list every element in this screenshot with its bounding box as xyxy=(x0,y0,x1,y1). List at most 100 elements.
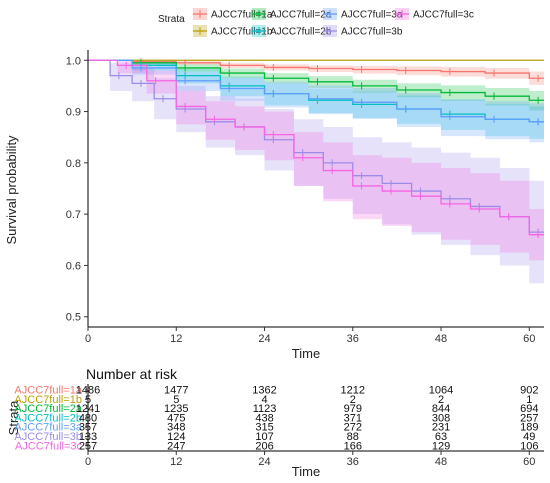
risk-row-3c: AJCC7full=3c257247206166129106 xyxy=(15,440,538,452)
axes: 0 12 24 36 48 60 0.5 0.6 0.7 0.8 0.9 1.0 xyxy=(66,50,544,345)
risk-row-label: AJCC7full=3b xyxy=(14,431,82,443)
risk-count: 189 xyxy=(520,422,538,434)
risk-count: 107 xyxy=(255,431,273,443)
risk-row-1a: AJCC7full=1a14861477136212121064902 xyxy=(14,385,538,397)
risk-table-rows: AJCC7full=1a14861477136212121064902AJCC7… xyxy=(14,385,538,453)
risk-count: 308 xyxy=(432,412,450,424)
risk-count: 257 xyxy=(520,412,538,424)
risk-row-label: AJCC7full=2a xyxy=(14,403,82,415)
risk-count: 902 xyxy=(520,385,538,397)
risk-count: 247 xyxy=(167,440,185,452)
risk-x-tick-label: 60 xyxy=(523,456,535,468)
risk-count: 231 xyxy=(432,422,450,434)
legend-item-1a: AJCC7full=1a xyxy=(193,8,273,21)
risk-row-label: AJCC7full=3c xyxy=(15,440,82,452)
x-tick-label: 36 xyxy=(347,333,359,345)
legend-label: AJCC7full=2b xyxy=(270,27,332,38)
risk-row-label: AJCC7full=3a xyxy=(14,422,82,434)
y-tick-label: 0.6 xyxy=(66,260,81,272)
risk-row-label: AJCC7full=1a xyxy=(14,385,82,397)
band-1a xyxy=(88,60,544,85)
risk-count: 371 xyxy=(344,412,362,424)
legend-title: Strata xyxy=(158,14,185,25)
x-tick-label: 12 xyxy=(170,333,182,345)
band-3c xyxy=(88,60,544,261)
y-tick-label: 0.5 xyxy=(66,312,81,324)
legend-label: AJCC7full=3a xyxy=(341,10,403,21)
band-2b xyxy=(88,60,544,139)
y-tick-label: 0.7 xyxy=(66,209,81,221)
risk-count: 1212 xyxy=(341,385,365,397)
risk-count: 438 xyxy=(255,412,273,424)
legend-item-2a: AJCC7full=2a xyxy=(252,8,332,21)
risk-count: 1362 xyxy=(252,385,276,397)
legend-label: AJCC7full=3c xyxy=(413,10,474,21)
risk-count: 106 xyxy=(520,440,538,452)
band-3b xyxy=(88,60,544,284)
legend-label: AJCC7full=3b xyxy=(341,27,403,38)
legend-label: AJCC7full=1a xyxy=(211,10,273,21)
line-3c xyxy=(88,59,544,236)
legend: Strata AJCC7full=1aAJCC7full=1bAJCC7full… xyxy=(158,8,474,38)
censor-marks xyxy=(118,58,539,239)
risk-count: 1123 xyxy=(253,403,277,415)
risk-row-label: AJCC7full=2b xyxy=(14,412,82,424)
risk-count: 4 xyxy=(261,394,267,406)
y-tick-label: 1.0 xyxy=(66,55,81,67)
band-2a xyxy=(88,60,544,111)
risk-count: 166 xyxy=(344,440,362,452)
risk-table-y-title: Strata xyxy=(6,400,21,435)
risk-x-tick-label: 36 xyxy=(347,456,359,468)
y-tick-label: 0.8 xyxy=(66,158,81,170)
risk-row-label: AJCC7full=1b xyxy=(14,394,82,406)
risk-count: 63 xyxy=(435,431,447,443)
survival-lines xyxy=(88,59,544,236)
risk-x-tick-label: 0 xyxy=(85,456,91,468)
risk-row-2b: AJCC7full=2b480475438371308257 xyxy=(14,412,538,424)
risk-count: 49 xyxy=(523,431,535,443)
y-tick-label: 0.9 xyxy=(66,107,81,119)
x-tick-label: 48 xyxy=(435,333,447,345)
line-3a xyxy=(88,59,544,123)
line-3b xyxy=(88,59,544,233)
x-tick-label: 0 xyxy=(85,333,91,345)
x-axis-title: Time xyxy=(292,346,320,361)
risk-count: 2 xyxy=(350,394,356,406)
risk-count: 88 xyxy=(347,431,359,443)
legend-label: AJCC7full=2a xyxy=(270,10,332,21)
y-axis-title: Survival probability xyxy=(4,135,19,245)
legend-item-2b: AJCC7full=2b xyxy=(252,25,332,38)
risk-x-tick-label: 12 xyxy=(170,456,182,468)
risk-row-3a: AJCC7full=3a357348315272231189 xyxy=(14,422,538,434)
risk-count: 272 xyxy=(344,422,362,434)
risk-x-tick-label: 24 xyxy=(258,456,270,468)
legend-item-3c: AJCC7full=3c xyxy=(395,8,474,21)
legend-item-1b: AJCC7full=1b xyxy=(193,25,273,38)
risk-table: Number at risk Strata Time AJCC7full=1a 1… xyxy=(6,366,544,479)
risk-count: 694 xyxy=(520,403,538,415)
risk-count: 1235 xyxy=(164,403,188,415)
risk-count: 1064 xyxy=(429,385,453,397)
risk-count: 1477 xyxy=(164,385,188,397)
risk-count: 2 xyxy=(438,394,444,406)
risk-count: 475 xyxy=(167,412,185,424)
x-tick-label: 60 xyxy=(523,333,535,345)
risk-table-title: Number at risk xyxy=(86,366,178,382)
risk-x-tick-label: 48 xyxy=(435,456,447,468)
legend-item-3a: AJCC7full=3a xyxy=(323,8,403,21)
plot-area xyxy=(88,58,544,284)
legend-item-3b: AJCC7full=3b xyxy=(323,25,403,38)
x-tick-label: 24 xyxy=(258,333,270,345)
confidence-bands xyxy=(88,60,544,284)
risk-table-axis: 0 12 24 36 48 60 xyxy=(85,384,544,468)
risk-count: 5 xyxy=(173,394,179,406)
risk-count: 348 xyxy=(167,422,185,434)
risk-count: 124 xyxy=(167,431,185,443)
risk-table-x-title: Time xyxy=(292,464,320,479)
risk-count: 315 xyxy=(255,422,273,434)
legend-label: AJCC7full=1b xyxy=(211,27,273,38)
risk-count: 129 xyxy=(432,440,450,452)
risk-count: 979 xyxy=(344,403,362,415)
risk-row-2a: AJCC7full=2a124112351123979844694 xyxy=(14,403,538,415)
